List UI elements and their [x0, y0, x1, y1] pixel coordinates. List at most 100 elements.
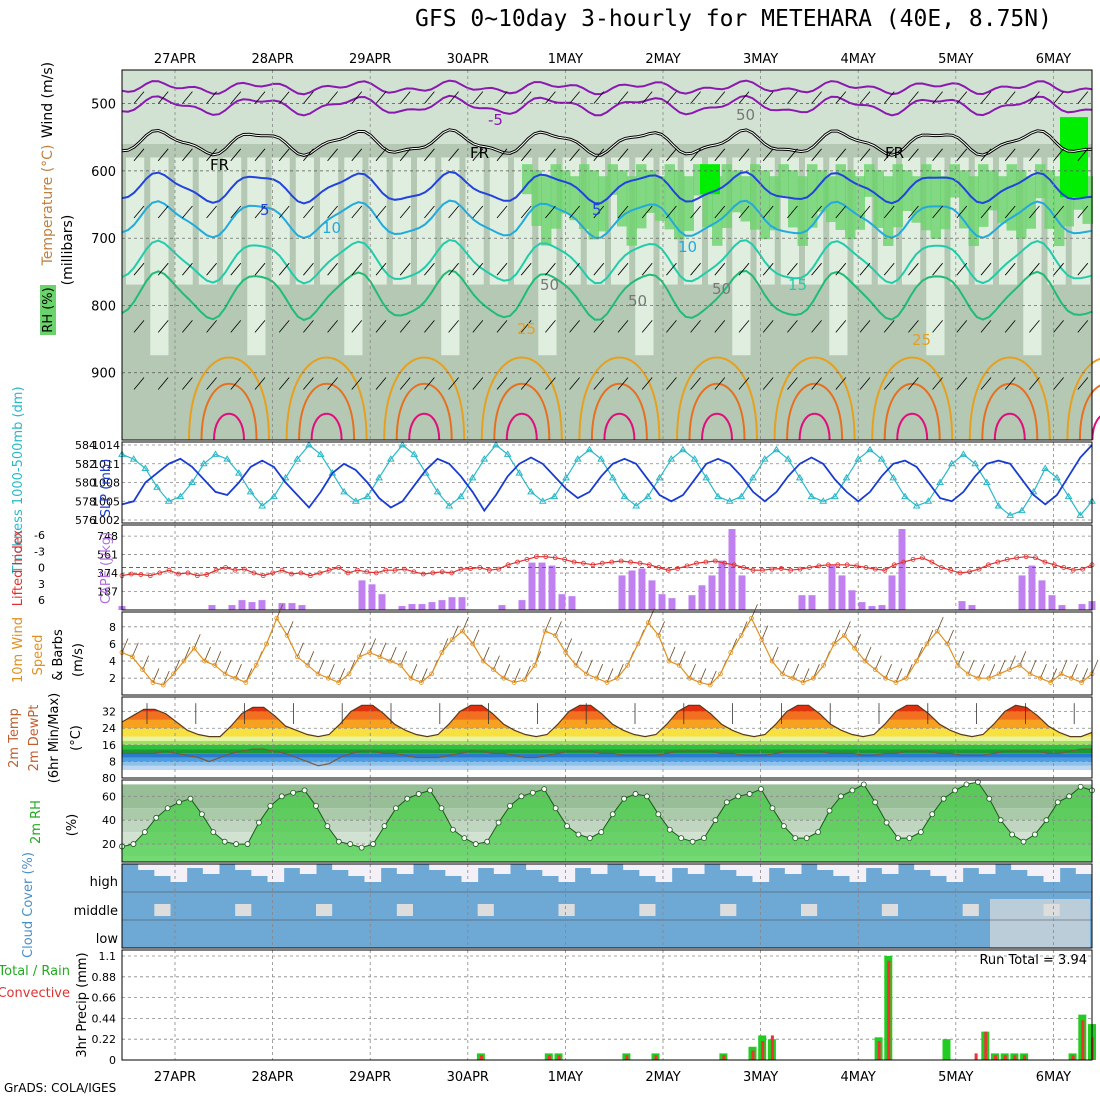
- wind-barb: [569, 205, 580, 219]
- precip-tick-label: 0.66: [92, 992, 117, 1005]
- wind-speed-marker: [893, 680, 899, 685]
- wind-barb: [932, 262, 943, 276]
- wind-barb: [1009, 655, 1016, 670]
- wind-barb: [162, 670, 170, 686]
- wind-speed-marker: [460, 628, 465, 634]
- rh-marker: [1043, 817, 1050, 824]
- wind-barb: [932, 148, 943, 162]
- lifted-index-marker: [816, 563, 822, 569]
- rh-light-cell: [417, 157, 436, 285]
- rh-moist-cell: [702, 170, 713, 227]
- date-tick-label: 29APR: [349, 1070, 391, 1085]
- wind-barb: [157, 377, 169, 390]
- wind-speed-marker: [780, 671, 785, 677]
- li-tick-label: 0: [38, 562, 45, 575]
- cape-bar: [658, 594, 666, 610]
- lifted-index-marker: [684, 563, 690, 569]
- rh-marker: [187, 795, 194, 802]
- isotherm-line: [121, 94, 1093, 117]
- wind-barb: [978, 664, 985, 679]
- lifted-index-marker: [628, 559, 633, 565]
- cape-bar: [638, 568, 646, 610]
- wind-barb: [545, 205, 556, 219]
- wind-barb: [133, 320, 145, 333]
- rh-marker: [313, 802, 319, 809]
- date-tick-label: 29APR: [349, 52, 391, 67]
- wind-barb: [666, 377, 677, 390]
- rh-marker: [529, 789, 536, 796]
- wind-barb: [375, 262, 387, 276]
- contour-label: 15: [788, 276, 807, 294]
- thickness-marker: [597, 455, 606, 462]
- wind-barb: [936, 616, 944, 632]
- rh-marker: [849, 787, 856, 794]
- rh-marker: [632, 791, 639, 797]
- wind-speed-marker: [129, 654, 135, 660]
- high-cloud-clear: [655, 864, 673, 882]
- cape-tick-label: 187: [97, 586, 118, 599]
- thickness-marker: [632, 501, 641, 509]
- lifted-index-marker: [270, 570, 276, 576]
- precip-convective-bar: [984, 1031, 988, 1060]
- rh-moist-cell: [683, 176, 694, 231]
- precip-convective-bar: [761, 1041, 765, 1060]
- thickness-marker: [468, 473, 477, 481]
- thickness-marker: [959, 450, 968, 457]
- wind-barb: [787, 205, 798, 219]
- wind-speed-marker: [387, 658, 393, 664]
- wind-barb: [811, 320, 822, 333]
- wind-barb: [303, 262, 314, 276]
- rh-marker: [678, 835, 685, 841]
- wind-barb: [424, 91, 435, 104]
- wind-barb: [410, 664, 418, 679]
- lifted-index-marker: [807, 565, 812, 570]
- wind-barb: [182, 205, 193, 219]
- thickness-marker: [608, 473, 617, 481]
- high-cloud-clear: [881, 864, 899, 874]
- wind-barb: [883, 205, 895, 219]
- rh-marker: [746, 791, 753, 797]
- wind-barb: [908, 262, 919, 276]
- wind-speed-marker: [470, 641, 476, 647]
- rh-moist-cell: [826, 176, 837, 223]
- wind-speed-marker: [191, 645, 197, 651]
- wind-barb: [1029, 320, 1040, 333]
- contour-label: FR: [885, 144, 904, 162]
- freezing-line-core: [121, 129, 1093, 156]
- date-tick-label: 5MAY: [938, 1070, 973, 1085]
- rh-moist-cell: [892, 164, 903, 228]
- rh-moist-cell: [835, 164, 846, 230]
- cape-bar: [1018, 575, 1026, 610]
- high-cloud-clear: [235, 864, 252, 870]
- wind-barb: [214, 651, 222, 666]
- precip-tick-label: 0.22: [92, 1033, 117, 1046]
- lifted-index-marker: [439, 569, 445, 575]
- wind-barb: [399, 262, 411, 276]
- wind-speed-marker: [625, 662, 631, 668]
- precip-convective-bar: [547, 1055, 551, 1060]
- cape-bar: [368, 584, 376, 610]
- thickness-marker: [831, 492, 839, 500]
- wind-speed-marker: [491, 667, 496, 673]
- contour-label: 50: [628, 292, 647, 310]
- lifted-index-marker: [835, 562, 841, 568]
- wind-barb: [1077, 262, 1089, 276]
- wind-barb: [493, 655, 500, 670]
- lifted-index-marker: [251, 570, 257, 576]
- rh-moist-cell: [598, 176, 609, 232]
- lifted-index-marker: [458, 566, 464, 572]
- lifted-index-marker: [703, 559, 709, 565]
- lifted-index-marker: [477, 565, 483, 570]
- rh-light-cell: [392, 157, 411, 285]
- wind-barb: [424, 262, 435, 276]
- warm-isotherm-arch: [298, 382, 356, 441]
- middle-cloud-clear: [801, 904, 818, 916]
- lifted-index-marker: [788, 567, 794, 573]
- wind-barb: [593, 205, 605, 219]
- upper-air-panel: -5 FR FR FR 5 5 10 10 15 25 25 50 50 50 50 500 600 700 800…: [40, 62, 1100, 441]
- wind-barb: [206, 320, 217, 333]
- rh-moist-cell: [588, 170, 599, 240]
- lifted-index-marker: [590, 562, 596, 568]
- pressure-tick-label: 700: [91, 232, 116, 247]
- wind-barb: [859, 320, 871, 333]
